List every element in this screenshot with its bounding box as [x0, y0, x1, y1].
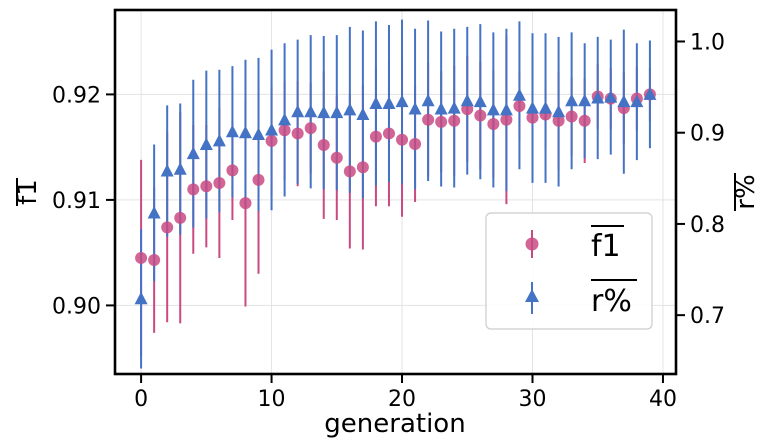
- r-point: [525, 101, 539, 114]
- f1-point: [187, 183, 200, 196]
- f1-point: [500, 113, 513, 126]
- f1-point: [330, 151, 343, 164]
- r-point: [578, 93, 592, 107]
- y-left-tick-label: 0.90: [52, 294, 101, 319]
- f1-point: [135, 251, 148, 264]
- r-point: [460, 93, 474, 107]
- legend-f1-marker: [525, 237, 539, 251]
- f1-point: [448, 114, 461, 127]
- x-tick-label: 40: [649, 387, 677, 412]
- f1-point: [474, 109, 487, 122]
- r-point: [291, 104, 305, 118]
- y-left-tick-label: 0.91: [52, 189, 101, 214]
- f1-point: [409, 137, 422, 150]
- f1-point: [291, 127, 304, 140]
- r-point: [512, 88, 526, 101]
- legend-f1-label: f1: [591, 229, 621, 264]
- f1-point: [278, 124, 291, 137]
- r-point: [147, 205, 161, 219]
- legend-entry-f1: f1: [525, 225, 624, 264]
- r-point: [212, 133, 226, 147]
- f1-point: [161, 221, 174, 234]
- y-right-tick-label: 0.7: [690, 304, 725, 329]
- f1-point: [382, 127, 395, 140]
- r-point: [395, 94, 409, 108]
- f1-point: [435, 115, 448, 128]
- r-point: [382, 96, 396, 110]
- legend-entry-r: r%: [525, 279, 637, 319]
- f1-point: [213, 177, 226, 190]
- r-point: [434, 101, 448, 115]
- r-point: [408, 101, 422, 115]
- y-axis-right-title: r%: [731, 173, 760, 211]
- f1-point: [200, 180, 213, 193]
- f1-point: [239, 197, 252, 210]
- r-point: [265, 122, 279, 136]
- y-right-tick-label: 0.9: [690, 122, 725, 147]
- f1-point: [343, 165, 356, 178]
- y-left-tick-label: 0.92: [52, 83, 101, 108]
- r-point: [173, 162, 187, 175]
- r-point: [421, 93, 435, 107]
- f1-point: [252, 173, 265, 186]
- legend-r-label: r%: [591, 284, 632, 319]
- f1-point: [487, 117, 500, 130]
- y-axis-left-title: f1: [13, 178, 43, 206]
- r-point: [134, 291, 148, 305]
- r-point: [617, 94, 631, 108]
- r-point: [199, 137, 213, 151]
- r-point: [330, 105, 344, 119]
- r-point: [499, 102, 513, 116]
- r-point: [252, 127, 266, 141]
- f1-point: [526, 111, 539, 124]
- r-point: [356, 107, 370, 120]
- f1-point: [369, 130, 382, 143]
- r-point: [591, 91, 605, 104]
- f1-point: [356, 161, 369, 174]
- r-point: [447, 101, 461, 114]
- r-point: [643, 87, 657, 100]
- f1-point: [265, 134, 278, 147]
- f1-point: [513, 100, 526, 113]
- marker-layer: [134, 87, 657, 305]
- x-tick-label: 10: [258, 387, 286, 412]
- legend: f1 r%: [485, 212, 653, 330]
- x-axis-title: generation: [324, 409, 465, 439]
- r-point: [539, 101, 553, 114]
- r-point: [278, 112, 292, 126]
- plot-frame: [113, 8, 678, 376]
- r-point: [304, 104, 318, 118]
- x-tick-label: 30: [518, 387, 546, 412]
- f1-point: [174, 211, 187, 224]
- r-point: [317, 105, 331, 119]
- f1-point: [578, 114, 591, 127]
- f1-point: [552, 114, 565, 127]
- r-point: [225, 124, 239, 138]
- legend-r-marker: [525, 289, 539, 302]
- f1-point: [565, 110, 578, 123]
- f1-point: [317, 139, 330, 152]
- r-point: [473, 94, 487, 108]
- tick-layer: 0 10 20 30 40 0.90 0.91 0.92 0.7 0.8 0.9 1.0: [52, 30, 725, 412]
- y-right-tick-label: 0.8: [690, 213, 725, 238]
- r-point: [369, 96, 383, 110]
- r-point: [238, 125, 252, 139]
- r-point: [565, 93, 579, 107]
- x-tick-label: 20: [388, 387, 416, 412]
- y-right-tick-label: 1.0: [690, 30, 725, 55]
- x-tick-label: 0: [134, 387, 148, 412]
- f1-point: [148, 254, 161, 267]
- r-point: [160, 164, 174, 177]
- f1-point: [304, 122, 317, 135]
- r-point: [552, 104, 566, 118]
- r-point: [486, 102, 500, 116]
- f1-point: [226, 164, 239, 177]
- r-point: [604, 90, 618, 103]
- r-point: [630, 94, 644, 108]
- f1-point: [396, 133, 409, 146]
- r-point: [343, 102, 357, 116]
- f1-point: [422, 113, 435, 126]
- r-point: [186, 146, 200, 160]
